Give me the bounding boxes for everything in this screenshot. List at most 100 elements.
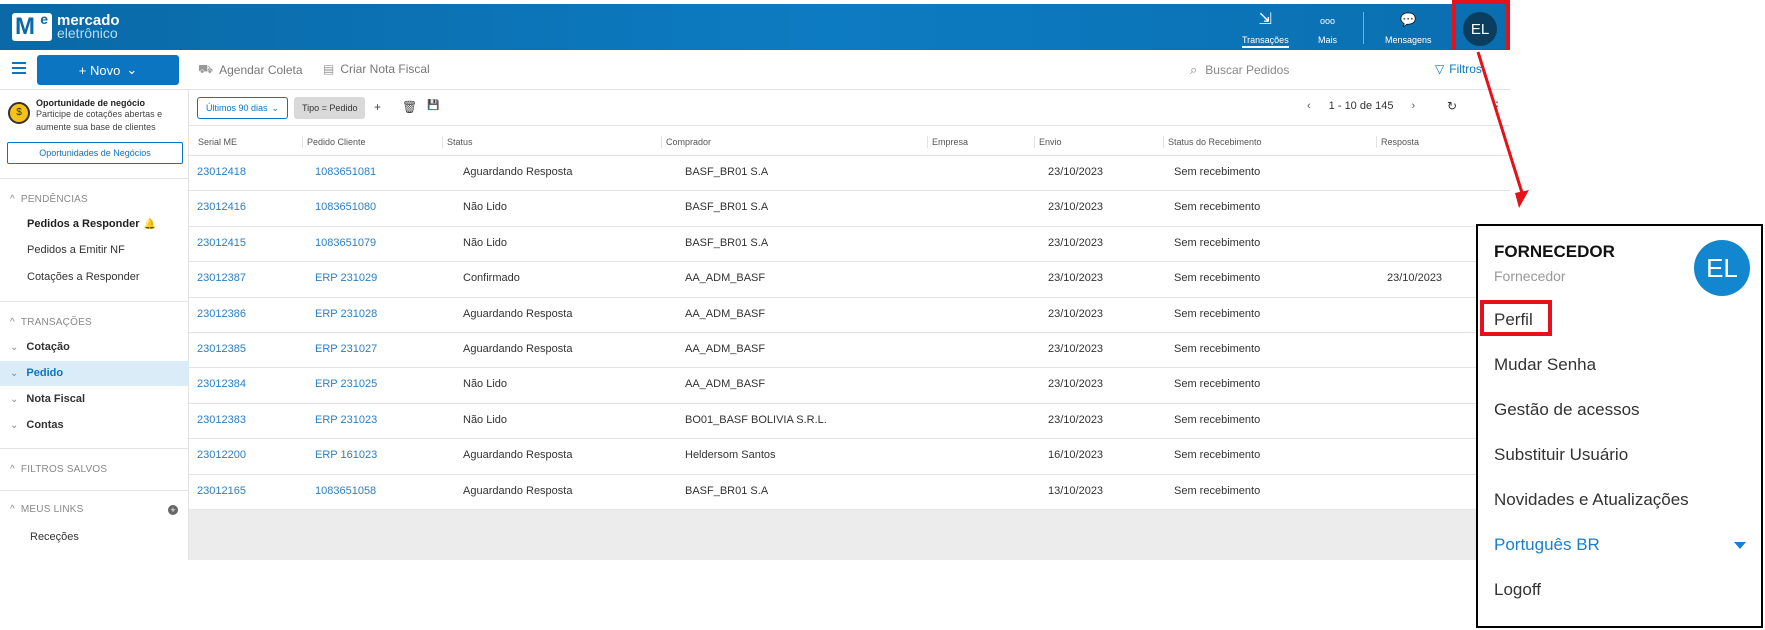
oportunidades-button[interactable]: Oportunidades de Negócios (7, 142, 183, 164)
logo[interactable]: M e mercado eletrônico (12, 11, 120, 42)
table-cell-pedido-cliente[interactable]: ERP 231029 (315, 272, 378, 285)
filters-button[interactable]: ▽ Filtros (1435, 62, 1482, 76)
save-icon[interactable]: 💾 (427, 100, 440, 111)
section-filtros-salvos[interactable]: ^ FILTROS SALVOS (10, 464, 108, 475)
table-cell-serial-me[interactable]: 23012418 (197, 166, 246, 178)
menu-item-mudar-senha[interactable]: Mudar Senha (1494, 355, 1597, 374)
table-row[interactable]: 23012385 ERP 231027 Aguardando Resposta AA_… (189, 333, 1510, 369)
agendar-coleta-button[interactable]: ⛟ Agendar Coleta (198, 62, 303, 77)
table-cell-status-do-recebimento: Sem recebimento (1174, 307, 1261, 320)
period-selector[interactable]: Últimos 90 dias ⌄ (197, 97, 289, 119)
table-row[interactable]: 23012165 1083651058 Aguardando Resposta BAS… (189, 475, 1510, 510)
user-avatar-button[interactable]: EL (1463, 12, 1497, 46)
table-cell-status: Aguardando Resposta (463, 307, 573, 320)
table-cell-pedido-cliente[interactable]: ERP 231027 (315, 342, 378, 355)
sidebar-item-cotacao[interactable]: ⌄ Cotação (10, 341, 70, 353)
table-cell-pedido-cliente[interactable]: 1083651081 (315, 166, 377, 178)
criar-nota-fiscal-button[interactable]: ▤ Criar Nota Fiscal (323, 62, 430, 76)
novo-button[interactable]: + Novo ⌄ (37, 55, 179, 85)
search-icon: ⌕ (1190, 62, 1198, 77)
table-row[interactable]: 23012386 ERP 231028 Aguardando Resposta AA_… (189, 298, 1510, 333)
table-cell-pedido-cliente[interactable]: ERP 161023 (315, 449, 378, 462)
table-row[interactable]: 23012418 1083651081 Aguardando Resposta BAS… (189, 156, 1510, 192)
table-cell-pedido-cliente[interactable]: 1083651080 (315, 201, 377, 214)
nav-mais[interactable]: ooo Mais (1318, 11, 1337, 45)
table-row[interactable]: 23012200 ERP 161023 Aguardando Resposta Hel… (189, 439, 1510, 475)
prev-page-icon[interactable]: ‹ (1307, 100, 1311, 112)
col-status[interactable]: Status (442, 136, 473, 148)
trash-icon[interactable]: 🗑 (402, 100, 418, 114)
table-cell-comprador: AA_ADM_BASF (685, 272, 766, 285)
section-transacoes[interactable]: ^ TRANSAÇÕES (10, 317, 92, 328)
table-cell-envio: 23/10/2023 (1048, 413, 1104, 426)
table-cell-status-do-recebimento: Sem recebimento (1174, 378, 1261, 391)
col-status-recebimento[interactable]: Status do Recebimento (1163, 136, 1262, 148)
menu-item-perfil[interactable]: Perfil (1494, 310, 1533, 329)
table-cell-pedido-cliente[interactable]: ERP 231028 (315, 307, 378, 320)
sidebar-item-contas[interactable]: ⌄ Contas (10, 419, 64, 431)
hamburger-menu-icon[interactable] (12, 62, 26, 74)
sidebar-item-pedidos-a-emitir-nf[interactable]: Pedidos a Emitir NF (27, 244, 125, 256)
sidebar-item-pedidos-a-responder[interactable]: Pedidos a Responder 🔔 (27, 218, 156, 230)
table-cell-envio: 23/10/2023 (1048, 236, 1104, 249)
table-cell-status: Aguardando Resposta (463, 449, 573, 462)
opportunity-title: Oportunidade de negócio (36, 98, 146, 108)
table-cell-pedido-cliente[interactable]: 1083651058 (315, 484, 377, 497)
col-resposta[interactable]: Resposta (1376, 136, 1419, 148)
kebab-menu-icon[interactable]: ⋮ (1491, 99, 1503, 113)
table-cell-envio: 23/10/2023 (1048, 201, 1104, 214)
divider (0, 490, 189, 491)
table-row[interactable]: 23012387 ERP 231029 Confirmado AA_ADM_BASF 2… (189, 262, 1510, 298)
menu-item-novidades[interactable]: Novidades e Atualizações (1494, 490, 1689, 509)
sidebar-item-nota-fiscal[interactable]: ⌄ Nota Fiscal (10, 393, 86, 405)
table-row[interactable]: 23012383 ERP 231023 Não Lido BO01_BASF BOLI… (189, 404, 1510, 440)
opportunity-text1: Participe de cotações abertas e (36, 109, 163, 119)
next-page-icon[interactable]: › (1411, 100, 1416, 112)
orders-table: Serial ME Pedido Cliente Status Comprado… (189, 126, 1510, 510)
sidebar-item-cotacoes-a-responder[interactable]: Cotações a Responder (27, 271, 140, 283)
add-filter-icon[interactable]: + (374, 100, 382, 114)
table-cell-serial-me[interactable]: 23012383 (197, 413, 246, 426)
table-row[interactable]: 23012416 1083651080 Não Lido BASF_BR01 S.A 2… (189, 191, 1510, 227)
section-pendencias[interactable]: ^ PENDÊNCIAS (10, 194, 88, 205)
type-filter-chip[interactable]: Tipo = Pedido (294, 97, 366, 119)
table-row[interactable]: 23012384 ERP 231025 Não Lido AA_ADM_BASF 23/… (189, 368, 1510, 404)
nav-mais-label: Mais (1318, 35, 1338, 45)
table-cell-pedido-cliente[interactable]: 1083651079 (315, 236, 377, 249)
menu-item-substituir-usuario[interactable]: Substituir Usuário (1494, 445, 1629, 464)
nav-transacoes[interactable]: ⇲ Transações (1242, 11, 1289, 48)
table-cell-pedido-cliente[interactable]: ERP 231023 (315, 413, 378, 426)
col-envio[interactable]: Envio (1034, 136, 1062, 148)
menu-item-gestao-acessos[interactable]: Gestão de acessos (1494, 400, 1640, 419)
sidebar: $ Oportunidade de negócio Participe de c… (0, 90, 189, 560)
menu-item-logoff[interactable]: Logoff (1494, 580, 1541, 599)
table-row[interactable]: 23012415 1083651079 Não Lido BASF_BR01 S.A 2… (189, 227, 1510, 263)
table-cell-serial-me[interactable]: 23012386 (197, 307, 246, 320)
refresh-icon[interactable]: ↻ (1447, 99, 1458, 113)
col-comprador[interactable]: Comprador (661, 136, 711, 148)
table-cell-serial-me[interactable]: 23012165 (197, 484, 246, 497)
col-pedido-cliente[interactable]: Pedido Cliente (302, 136, 366, 148)
table-cell-envio: 13/10/2023 (1048, 484, 1104, 497)
section-meus-links[interactable]: ^ MEUS LINKS (10, 504, 84, 515)
table-cell-status: Não Lido (463, 236, 508, 249)
filter-bar: Últimos 90 dias ⌄ Tipo = Pedido + 🗑 💾 ‹ … (189, 90, 1510, 126)
chevron-up-icon: ^ (10, 464, 15, 475)
table-cell-serial-me[interactable]: 23012200 (197, 449, 246, 462)
table-cell-pedido-cliente[interactable]: ERP 231025 (315, 378, 378, 391)
sidebar-item-pedido[interactable]: ⌄ Pedido (10, 367, 64, 379)
table-cell-envio: 23/10/2023 (1048, 272, 1104, 285)
col-serial-me[interactable]: Serial ME (198, 137, 238, 147)
table-cell-serial-me[interactable]: 23012385 (197, 342, 246, 355)
nav-mensagens[interactable]: 💬 Mensagens (1385, 11, 1432, 45)
table-cell-serial-me[interactable]: 23012415 (197, 236, 246, 249)
search-input[interactable]: ⌕ Buscar Pedidos (1190, 60, 1415, 80)
table-cell-serial-me[interactable]: 23012416 (197, 201, 246, 214)
sidebar-link-recepcoes[interactable]: Receções (30, 531, 79, 543)
add-link-icon[interactable]: + (168, 505, 178, 515)
language-selector[interactable]: Português BR (1494, 535, 1600, 554)
table-cell-serial-me[interactable]: 23012384 (197, 378, 246, 391)
table-cell-serial-me[interactable]: 23012387 (197, 272, 246, 285)
col-empresa[interactable]: Empresa (927, 136, 968, 148)
